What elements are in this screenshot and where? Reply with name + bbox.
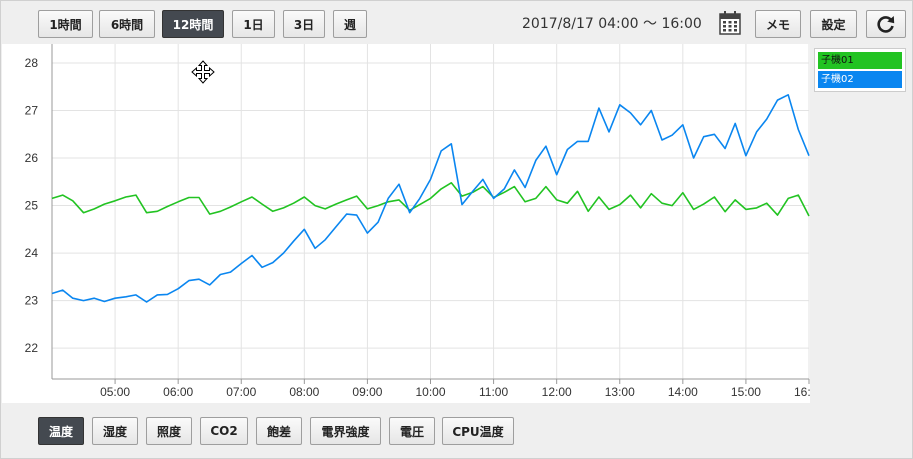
sensor-tab-temperature[interactable]: 温度 — [38, 417, 84, 445]
x-tick-label: 07:00 — [226, 385, 256, 399]
legend-item-unit02[interactable]: 子機02 — [818, 71, 902, 88]
x-tick-label: 08:00 — [289, 385, 319, 399]
x-tick-label: 05:00 — [100, 385, 130, 399]
settings-button[interactable]: 設定 — [810, 10, 857, 38]
x-tick-label: 11:00 — [479, 385, 508, 399]
date-range-label: 2017/8/17 04:00 〜 16:00 — [522, 16, 702, 32]
series-line-2 — [51, 94, 810, 303]
range-button-12h[interactable]: 12時間 — [162, 10, 224, 38]
x-tick-label: 10:00 — [415, 385, 445, 399]
x-tick-label: 14:00 — [668, 385, 698, 399]
range-button-1h[interactable]: 1時間 — [38, 10, 93, 38]
y-tick-label: 24 — [25, 246, 39, 260]
chart-legend: 子機01 子機02 — [814, 48, 906, 92]
series-line-1 — [51, 182, 810, 217]
refresh-button[interactable] — [866, 10, 906, 38]
y-tick-label: 26 — [25, 151, 39, 165]
y-tick-label: 23 — [25, 294, 39, 308]
refresh-icon — [877, 16, 895, 33]
x-tick-label: 06:00 — [163, 385, 193, 399]
chart-area: 22 23 24 25 26 27 28 05:00 06:00 07:00 08:00 09:00 1… — [2, 44, 824, 403]
y-tick-label: 27 — [25, 104, 39, 118]
legend-item-unit01[interactable]: 子機01 — [818, 52, 902, 69]
temperature-chart: 22 23 24 25 26 27 28 05:00 06:00 07:00 08:00 09:00 1… — [25, 44, 824, 399]
sensor-tab-cpu-temp[interactable]: CPU温度 — [442, 417, 514, 445]
calendar-icon[interactable] — [719, 11, 741, 35]
y-tick-label: 25 — [25, 199, 39, 213]
x-tick-label: 09:00 — [352, 385, 382, 399]
sensor-tab-voltage[interactable]: 電圧 — [389, 417, 435, 445]
x-tick-label: 15:00 — [731, 385, 761, 399]
range-button-1d[interactable]: 1日 — [232, 10, 275, 38]
range-button-6h[interactable]: 6時間 — [99, 10, 155, 38]
x-tick-label: 12:00 — [542, 385, 572, 399]
sensor-tab-humidity[interactable]: 湿度 — [92, 417, 138, 445]
y-tick-label: 28 — [25, 56, 39, 70]
sensor-tab-illuminance[interactable]: 照度 — [146, 417, 192, 445]
sensor-tab-field-strength[interactable]: 電界強度 — [310, 417, 381, 445]
sensor-tab-vpd[interactable]: 飽差 — [256, 417, 302, 445]
move-cursor-icon — [191, 60, 215, 84]
y-tick-label: 22 — [25, 341, 39, 355]
sensor-tab-co2[interactable]: CO2 — [200, 417, 248, 445]
range-button-week[interactable]: 週 — [333, 10, 367, 38]
memo-button[interactable]: メモ — [755, 10, 801, 38]
x-tick-label: 16:00 — [794, 385, 810, 399]
range-button-3d[interactable]: 3日 — [283, 10, 325, 38]
x-tick-label: 13:00 — [605, 385, 635, 399]
